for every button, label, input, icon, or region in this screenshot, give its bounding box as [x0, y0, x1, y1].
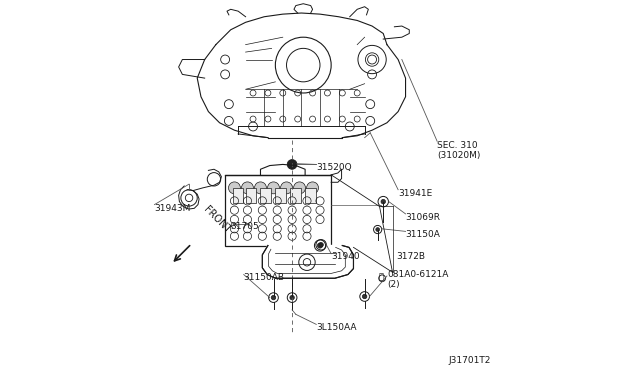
- Bar: [246, 188, 256, 203]
- Circle shape: [271, 295, 276, 300]
- Text: 31150AB: 31150AB: [244, 273, 285, 282]
- Circle shape: [228, 182, 241, 194]
- Circle shape: [290, 295, 294, 300]
- Circle shape: [280, 182, 292, 194]
- Circle shape: [362, 294, 367, 299]
- Circle shape: [241, 182, 253, 194]
- Bar: [305, 188, 316, 203]
- Circle shape: [317, 243, 323, 248]
- Text: 31705: 31705: [231, 222, 259, 231]
- Text: 31520Q: 31520Q: [316, 163, 352, 172]
- Text: 31150A: 31150A: [406, 230, 440, 239]
- Bar: [232, 188, 243, 203]
- Bar: [275, 188, 286, 203]
- Circle shape: [319, 243, 323, 247]
- Text: 31069R: 31069R: [406, 213, 440, 222]
- Text: J31701T2: J31701T2: [449, 356, 491, 365]
- Bar: [260, 188, 271, 203]
- Bar: [291, 188, 301, 203]
- Text: 3172B: 3172B: [396, 252, 425, 261]
- Text: 081A0-6121A
(2): 081A0-6121A (2): [387, 270, 449, 289]
- Text: 31943M: 31943M: [154, 204, 191, 213]
- Polygon shape: [262, 246, 353, 278]
- Circle shape: [287, 160, 297, 169]
- Circle shape: [294, 182, 305, 194]
- Circle shape: [376, 228, 380, 231]
- Circle shape: [268, 182, 280, 194]
- Text: 31941E: 31941E: [398, 189, 433, 198]
- FancyBboxPatch shape: [225, 175, 331, 246]
- Circle shape: [307, 182, 319, 194]
- Text: SEC. 310
(31020M): SEC. 310 (31020M): [437, 141, 481, 160]
- Text: 31940: 31940: [331, 252, 360, 261]
- Text: 3L150AA: 3L150AA: [316, 323, 356, 332]
- Text: Ⓑ: Ⓑ: [379, 273, 384, 282]
- Circle shape: [381, 199, 385, 204]
- Circle shape: [255, 182, 266, 194]
- Text: FRONT: FRONT: [202, 205, 232, 235]
